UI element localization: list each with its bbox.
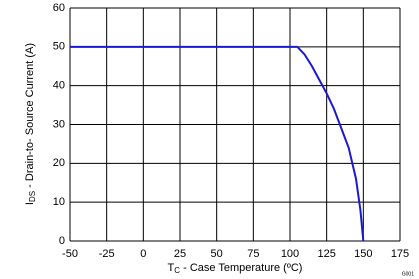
- y-tick-label: 10: [53, 196, 65, 208]
- y-tick-label: 40: [53, 80, 65, 92]
- x-tick-label: 150: [354, 248, 372, 260]
- x-tick-label: 100: [281, 248, 299, 260]
- y-tick-label: 60: [53, 2, 65, 14]
- x-tick-label: 175: [391, 248, 409, 260]
- x-tick-label: 50: [211, 248, 223, 260]
- figure-code: G001: [402, 271, 414, 277]
- y-tick-label: 0: [59, 235, 65, 247]
- x-tick-label: 125: [317, 248, 335, 260]
- x-tick-label: 25: [174, 248, 186, 260]
- x-tick-label: -50: [62, 248, 78, 260]
- y-label-main: I: [24, 202, 36, 205]
- x-tick-label: 75: [247, 248, 259, 260]
- y-label-rest: - Drain-to- Source Current (A): [24, 43, 36, 191]
- x-axis-label: TC - Case Temperature (ºC): [168, 262, 303, 275]
- y-label-sub: DS: [28, 191, 37, 202]
- x-label-sub: C: [174, 266, 180, 275]
- data-line: [70, 45, 365, 242]
- x-tick-label: -25: [99, 248, 115, 260]
- y-axis-label: IDS - Drain-to- Source Current (A): [24, 43, 37, 205]
- x-label-main: T: [168, 262, 175, 274]
- y-tick-label: 50: [53, 41, 65, 53]
- x-label-rest: - Case Temperature (ºC): [180, 262, 302, 274]
- x-tick-label: 0: [140, 248, 146, 260]
- y-tick-label: 30: [53, 118, 65, 130]
- y-tick-label: 20: [53, 157, 65, 169]
